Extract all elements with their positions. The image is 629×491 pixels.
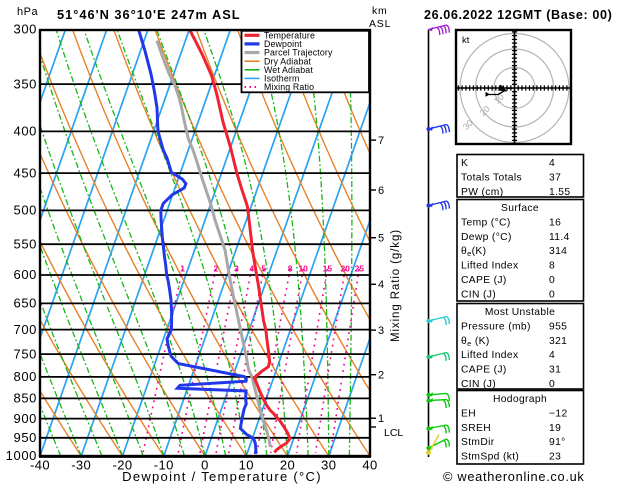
svg-text:Dewp (°C): Dewp (°C) (461, 232, 512, 243)
svg-text:1000: 1000 (6, 448, 37, 463)
svg-text:Totals Totals: Totals Totals (461, 172, 522, 183)
svg-text:4: 4 (378, 279, 384, 291)
svg-text:Dewpoint / Temperature (°C): Dewpoint / Temperature (°C) (122, 469, 322, 484)
svg-text:3: 3 (234, 264, 239, 274)
svg-text:Lifted Index: Lifted Index (461, 261, 519, 272)
svg-text:CAPE (J): CAPE (J) (461, 275, 507, 286)
svg-text:23: 23 (549, 452, 561, 463)
svg-text:LCL: LCL (384, 427, 403, 439)
svg-text:PW (cm): PW (cm) (461, 187, 503, 198)
svg-text:km: km (372, 5, 388, 17)
svg-text:314: 314 (549, 246, 567, 257)
svg-text:4: 4 (549, 158, 555, 169)
svg-text:4: 4 (249, 264, 254, 274)
svg-text:500: 500 (14, 203, 38, 218)
svg-text:Hodograph: Hodograph (493, 394, 547, 405)
svg-text:Lifted Index: Lifted Index (461, 350, 519, 361)
svg-text:ASL: ASL (369, 18, 391, 30)
svg-text:550: 550 (14, 236, 38, 251)
svg-text:750: 750 (14, 346, 38, 361)
svg-text:SREH: SREH (461, 423, 491, 434)
svg-text:θe(K): θe(K) (461, 246, 486, 258)
svg-text:300: 300 (14, 22, 38, 37)
svg-text:31: 31 (549, 365, 561, 376)
svg-text:Surface: Surface (501, 203, 539, 214)
svg-text:37: 37 (549, 172, 561, 183)
svg-text:15: 15 (323, 264, 333, 274)
svg-text:2: 2 (214, 264, 219, 274)
svg-text:25: 25 (355, 264, 365, 274)
svg-text:91°: 91° (549, 437, 566, 448)
svg-text:51°46'N 36°10'E 247m ASL: 51°46'N 36°10'E 247m ASL (57, 7, 241, 22)
svg-text:Dry Adiabat: Dry Adiabat (264, 56, 312, 66)
svg-text:5: 5 (378, 233, 384, 245)
svg-text:CIN (J): CIN (J) (461, 289, 496, 300)
svg-text:-20: -20 (113, 458, 133, 473)
svg-text:8: 8 (549, 261, 555, 272)
svg-text:Parcel Trajectory: Parcel Trajectory (264, 48, 333, 58)
svg-text:Isotherm: Isotherm (264, 74, 299, 84)
svg-text:600: 600 (14, 267, 38, 282)
svg-text:-30: -30 (71, 458, 91, 473)
svg-text:1: 1 (378, 413, 384, 425)
svg-text:kt: kt (462, 35, 470, 46)
svg-text:Mixing Ratio (g/kg): Mixing Ratio (g/kg) (390, 229, 402, 342)
svg-text:hPa: hPa (17, 6, 38, 18)
svg-text:5: 5 (261, 264, 266, 274)
svg-text:StmSpd (kt): StmSpd (kt) (461, 452, 519, 463)
svg-text:16: 16 (549, 217, 561, 228)
svg-text:© weatheronline.co.uk: © weatheronline.co.uk (443, 469, 585, 484)
svg-text:850: 850 (14, 391, 38, 406)
svg-text:4: 4 (549, 350, 555, 361)
svg-text:20: 20 (280, 458, 295, 473)
svg-text:10: 10 (298, 264, 308, 274)
svg-text:-10: -10 (154, 458, 174, 473)
svg-text:Dewpoint: Dewpoint (264, 39, 302, 49)
svg-text:K: K (461, 158, 468, 169)
svg-text:321: 321 (549, 336, 567, 347)
svg-text:1: 1 (180, 264, 185, 274)
svg-text:20: 20 (340, 264, 350, 274)
svg-text:11.4: 11.4 (549, 232, 570, 243)
svg-text:−12: −12 (549, 408, 568, 419)
svg-text:CIN (J): CIN (J) (461, 379, 496, 390)
svg-text:StmDir: StmDir (461, 437, 495, 448)
svg-text:0: 0 (549, 275, 555, 286)
svg-text:Most Unstable: Most Unstable (485, 307, 555, 318)
svg-text:Mixing Ratio: Mixing Ratio (264, 82, 314, 92)
svg-text:1.55: 1.55 (549, 187, 570, 198)
svg-text:955: 955 (549, 321, 567, 332)
svg-text:900: 900 (14, 411, 38, 426)
svg-text:40: 40 (362, 458, 377, 473)
svg-text:650: 650 (14, 296, 38, 311)
svg-text:EH: EH (461, 408, 476, 419)
svg-text:10: 10 (239, 458, 254, 473)
svg-text:7: 7 (378, 135, 384, 147)
svg-text:Pressure (mb): Pressure (mb) (461, 321, 531, 332)
svg-text:2: 2 (378, 370, 384, 382)
svg-text:8: 8 (288, 264, 293, 274)
svg-text:CAPE (J): CAPE (J) (461, 365, 507, 376)
svg-text:Temp (°C): Temp (°C) (461, 217, 511, 228)
svg-text:θe (K): θe (K) (461, 336, 490, 348)
svg-text:700: 700 (14, 322, 38, 337)
svg-text:3: 3 (378, 325, 384, 337)
svg-text:19: 19 (549, 423, 561, 434)
svg-text:30: 30 (321, 458, 336, 473)
svg-text:Wet Adiabat: Wet Adiabat (264, 65, 313, 75)
svg-text:26.06.2022 12GMT (Base: 00): 26.06.2022 12GMT (Base: 00) (424, 8, 612, 22)
svg-text:0: 0 (549, 289, 555, 300)
svg-text:450: 450 (14, 165, 38, 180)
svg-text:400: 400 (14, 124, 38, 139)
svg-text:950: 950 (14, 430, 38, 445)
svg-text:0: 0 (201, 458, 209, 473)
svg-text:6: 6 (378, 185, 384, 197)
svg-text:-40: -40 (30, 458, 50, 473)
svg-text:350: 350 (14, 76, 38, 91)
svg-text:0: 0 (549, 379, 555, 390)
svg-text:800: 800 (14, 369, 38, 384)
svg-text:Temperature: Temperature (264, 31, 315, 41)
